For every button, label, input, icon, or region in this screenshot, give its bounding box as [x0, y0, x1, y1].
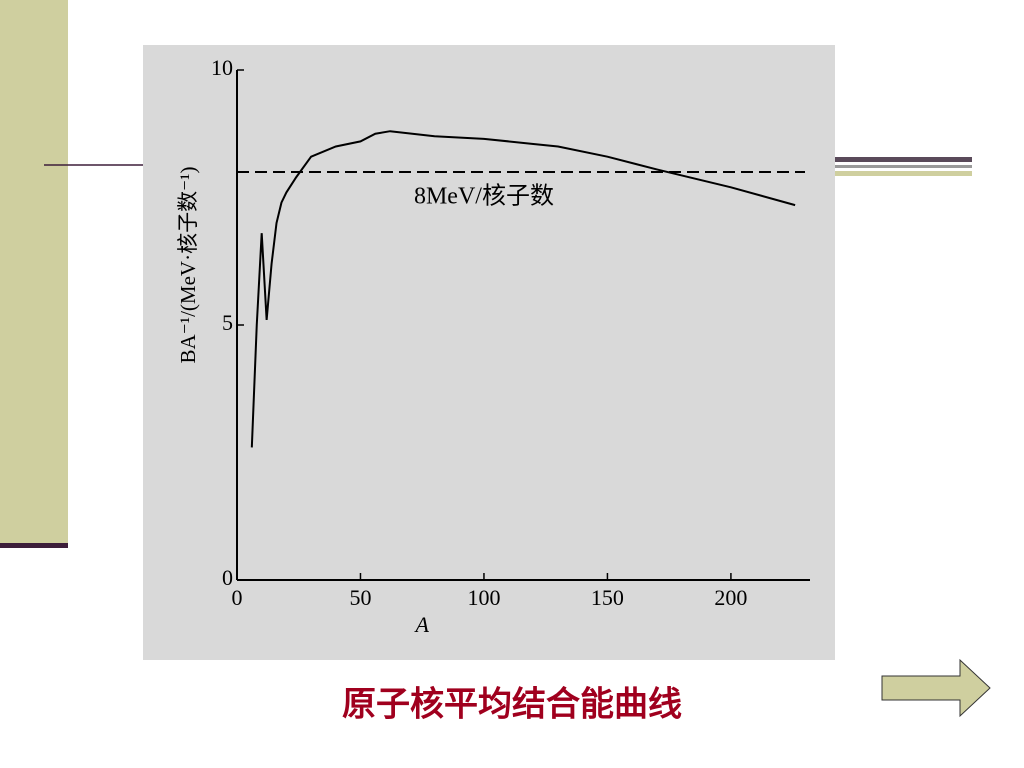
y-axis-label: BA⁻¹/(MeV·核子数⁻¹)	[176, 167, 200, 364]
x-tick-label: 200	[714, 585, 747, 610]
y-tick-label: 5	[222, 310, 233, 335]
reference-label: 8MeV/核子数	[414, 183, 554, 210]
header-rule-right	[835, 165, 972, 168]
x-tick-label: 0	[232, 585, 243, 610]
data-line	[250, 130, 796, 448]
x-tick-label: 150	[591, 585, 624, 610]
chart-panel	[143, 45, 835, 660]
side-bar-rule	[0, 543, 68, 548]
x-tick-label: 100	[467, 585, 500, 610]
header-rule-right	[835, 171, 972, 176]
x-tick-label: 50	[349, 585, 371, 610]
y-tick-label: 10	[211, 55, 233, 80]
side-bar	[0, 0, 68, 545]
x-axis-label: A	[413, 612, 429, 637]
header-rule-right	[835, 157, 972, 162]
next-arrow[interactable]	[881, 658, 991, 718]
slide-title: 原子核平均结合能曲线	[342, 685, 682, 725]
y-tick-label: 0	[222, 565, 233, 590]
